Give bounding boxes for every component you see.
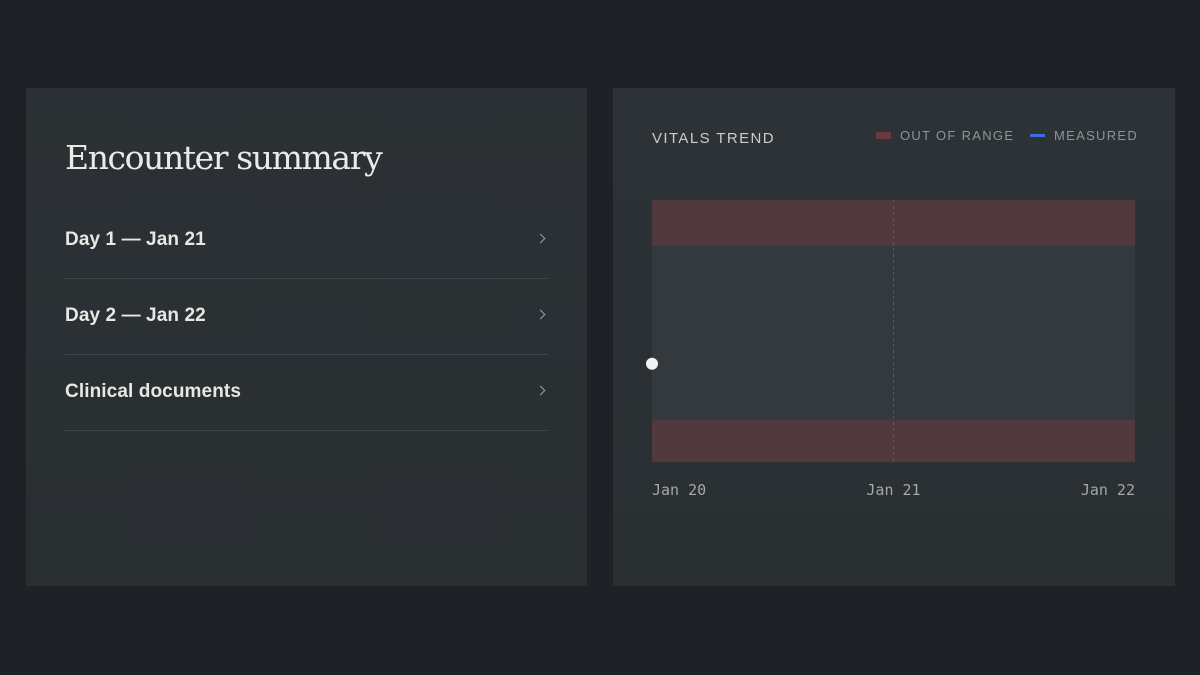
vitals-trend-title: VITALS TREND [652,130,775,147]
nav-item-label: Day 1 — Jan 21 [65,229,206,250]
nav-item-label: Clinical documents [65,381,242,402]
nav-item-clinical-documents[interactable]: Clinical documents [65,355,548,431]
measured-swatch-icon [1030,134,1045,137]
chevron-right-icon [535,309,546,320]
out-of-range-swatch-icon [876,132,891,139]
encounter-nav-list: Day 1 — Jan 21 Day 2 — Jan 22 Clinical d… [65,203,548,431]
chevron-right-icon [535,385,546,396]
legend-measured: MEASURED [1030,128,1138,143]
chevron-right-icon [535,233,546,244]
nav-item-label: Day 2 — Jan 22 [65,305,206,326]
encounter-summary-title: Encounter summary [65,138,383,177]
nav-item-day-2[interactable]: Day 2 — Jan 22 [65,279,548,355]
nav-item-day-1[interactable]: Day 1 — Jan 21 [65,203,548,279]
x-tick-label: Jan 22 [1081,481,1135,499]
data-point [646,357,658,370]
x-tick-label: Jan 21 [866,481,920,499]
legend-out-of-range: OUT OF RANGE [876,128,1014,143]
encounter-summary-card: Encounter summary Day 1 — Jan 21 Day 2 —… [26,88,587,586]
legend-measured-label: MEASURED [1054,128,1139,143]
x-tick-label: Jan 20 [652,481,706,499]
vitals-trend-chart: Jan 20 Jan 21 Jan 22 [646,200,1135,499]
vitals-trend-card: VITALS TREND OUT OF RANGE MEASURED Jan 2… [613,88,1175,586]
legend-out-of-range-label: OUT OF RANGE [900,128,1015,143]
